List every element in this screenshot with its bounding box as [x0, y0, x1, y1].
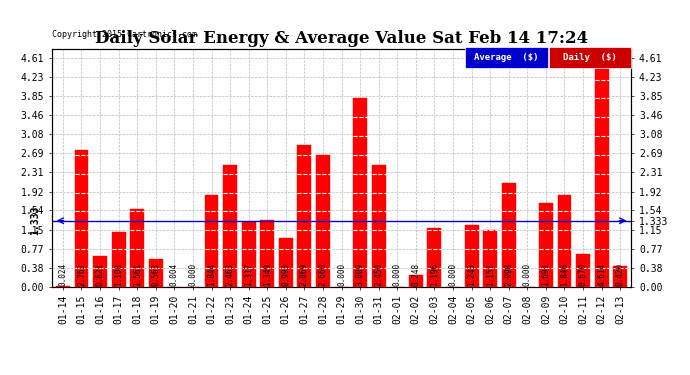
- Title: Daily Solar Energy & Average Value Sat Feb 14 17:24: Daily Solar Energy & Average Value Sat F…: [95, 30, 588, 47]
- Text: 2.869: 2.869: [300, 263, 309, 286]
- Text: 0.248: 0.248: [411, 263, 420, 286]
- Bar: [241, 222, 255, 287]
- Text: 0.000: 0.000: [523, 263, 532, 286]
- Text: Copyright 2015 Cartronics.com: Copyright 2015 Cartronics.com: [52, 30, 197, 39]
- Bar: [56, 286, 70, 287]
- Bar: [428, 228, 442, 287]
- Text: 1.561: 1.561: [132, 263, 141, 286]
- Text: 1.333: 1.333: [30, 206, 40, 236]
- Bar: [372, 165, 386, 287]
- Text: 0.004: 0.004: [170, 263, 179, 286]
- Text: 1.108: 1.108: [114, 263, 123, 286]
- Text: 0.024: 0.024: [59, 263, 68, 286]
- Text: 2.450: 2.450: [374, 263, 383, 286]
- Bar: [353, 98, 367, 287]
- Bar: [93, 256, 107, 287]
- Bar: [279, 238, 293, 287]
- Bar: [576, 254, 590, 287]
- Bar: [297, 144, 311, 287]
- Text: 1.691: 1.691: [542, 263, 551, 286]
- Text: 3.809: 3.809: [355, 263, 364, 286]
- Bar: [613, 266, 627, 287]
- Bar: [112, 232, 126, 287]
- Text: Average  ($): Average ($): [474, 53, 539, 62]
- Bar: [539, 203, 553, 287]
- Text: Daily  ($): Daily ($): [563, 53, 617, 62]
- Bar: [558, 195, 571, 287]
- Text: 1.151: 1.151: [486, 263, 495, 286]
- Bar: [483, 230, 497, 287]
- Bar: [204, 195, 219, 287]
- Text: 2.098: 2.098: [504, 263, 513, 286]
- Bar: [149, 259, 163, 287]
- Text: 1.243: 1.243: [467, 263, 476, 286]
- Bar: [464, 225, 479, 287]
- Text: 2.463: 2.463: [226, 263, 235, 286]
- Text: 2.660: 2.660: [319, 263, 328, 286]
- Bar: [502, 183, 515, 287]
- Text: 4.614: 4.614: [597, 263, 606, 286]
- Bar: [223, 165, 237, 287]
- Text: 1.844: 1.844: [207, 263, 216, 286]
- Text: 0.621: 0.621: [95, 263, 105, 286]
- Bar: [130, 209, 144, 287]
- Bar: [260, 220, 274, 287]
- Text: 1.349: 1.349: [263, 263, 272, 286]
- Text: 1.317: 1.317: [244, 263, 253, 286]
- Text: 0.420: 0.420: [615, 263, 624, 286]
- Bar: [409, 274, 423, 287]
- Text: 0.563: 0.563: [151, 263, 160, 286]
- Text: 0.000: 0.000: [188, 263, 197, 286]
- Text: 0.993: 0.993: [282, 263, 290, 286]
- Text: 1.196: 1.196: [430, 263, 439, 286]
- Bar: [75, 150, 88, 287]
- Bar: [595, 58, 609, 287]
- Text: 1.846: 1.846: [560, 263, 569, 286]
- Text: 0.000: 0.000: [448, 263, 457, 286]
- Text: 0.000: 0.000: [393, 263, 402, 286]
- Text: 2.762: 2.762: [77, 263, 86, 286]
- Text: 0.670: 0.670: [578, 263, 588, 286]
- Bar: [316, 155, 330, 287]
- Text: 0.000: 0.000: [337, 263, 346, 286]
